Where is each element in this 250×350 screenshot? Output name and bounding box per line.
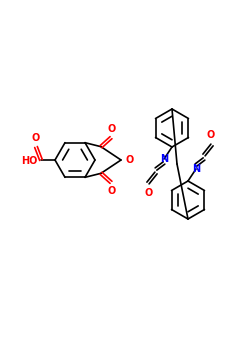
Text: N: N (160, 154, 168, 164)
Text: O: O (108, 124, 116, 134)
Text: O: O (126, 155, 134, 165)
Text: O: O (207, 130, 215, 140)
Text: HO: HO (22, 156, 38, 166)
Text: O: O (108, 186, 116, 196)
Text: N: N (192, 164, 200, 174)
Text: O: O (32, 133, 40, 143)
Text: O: O (145, 188, 153, 198)
